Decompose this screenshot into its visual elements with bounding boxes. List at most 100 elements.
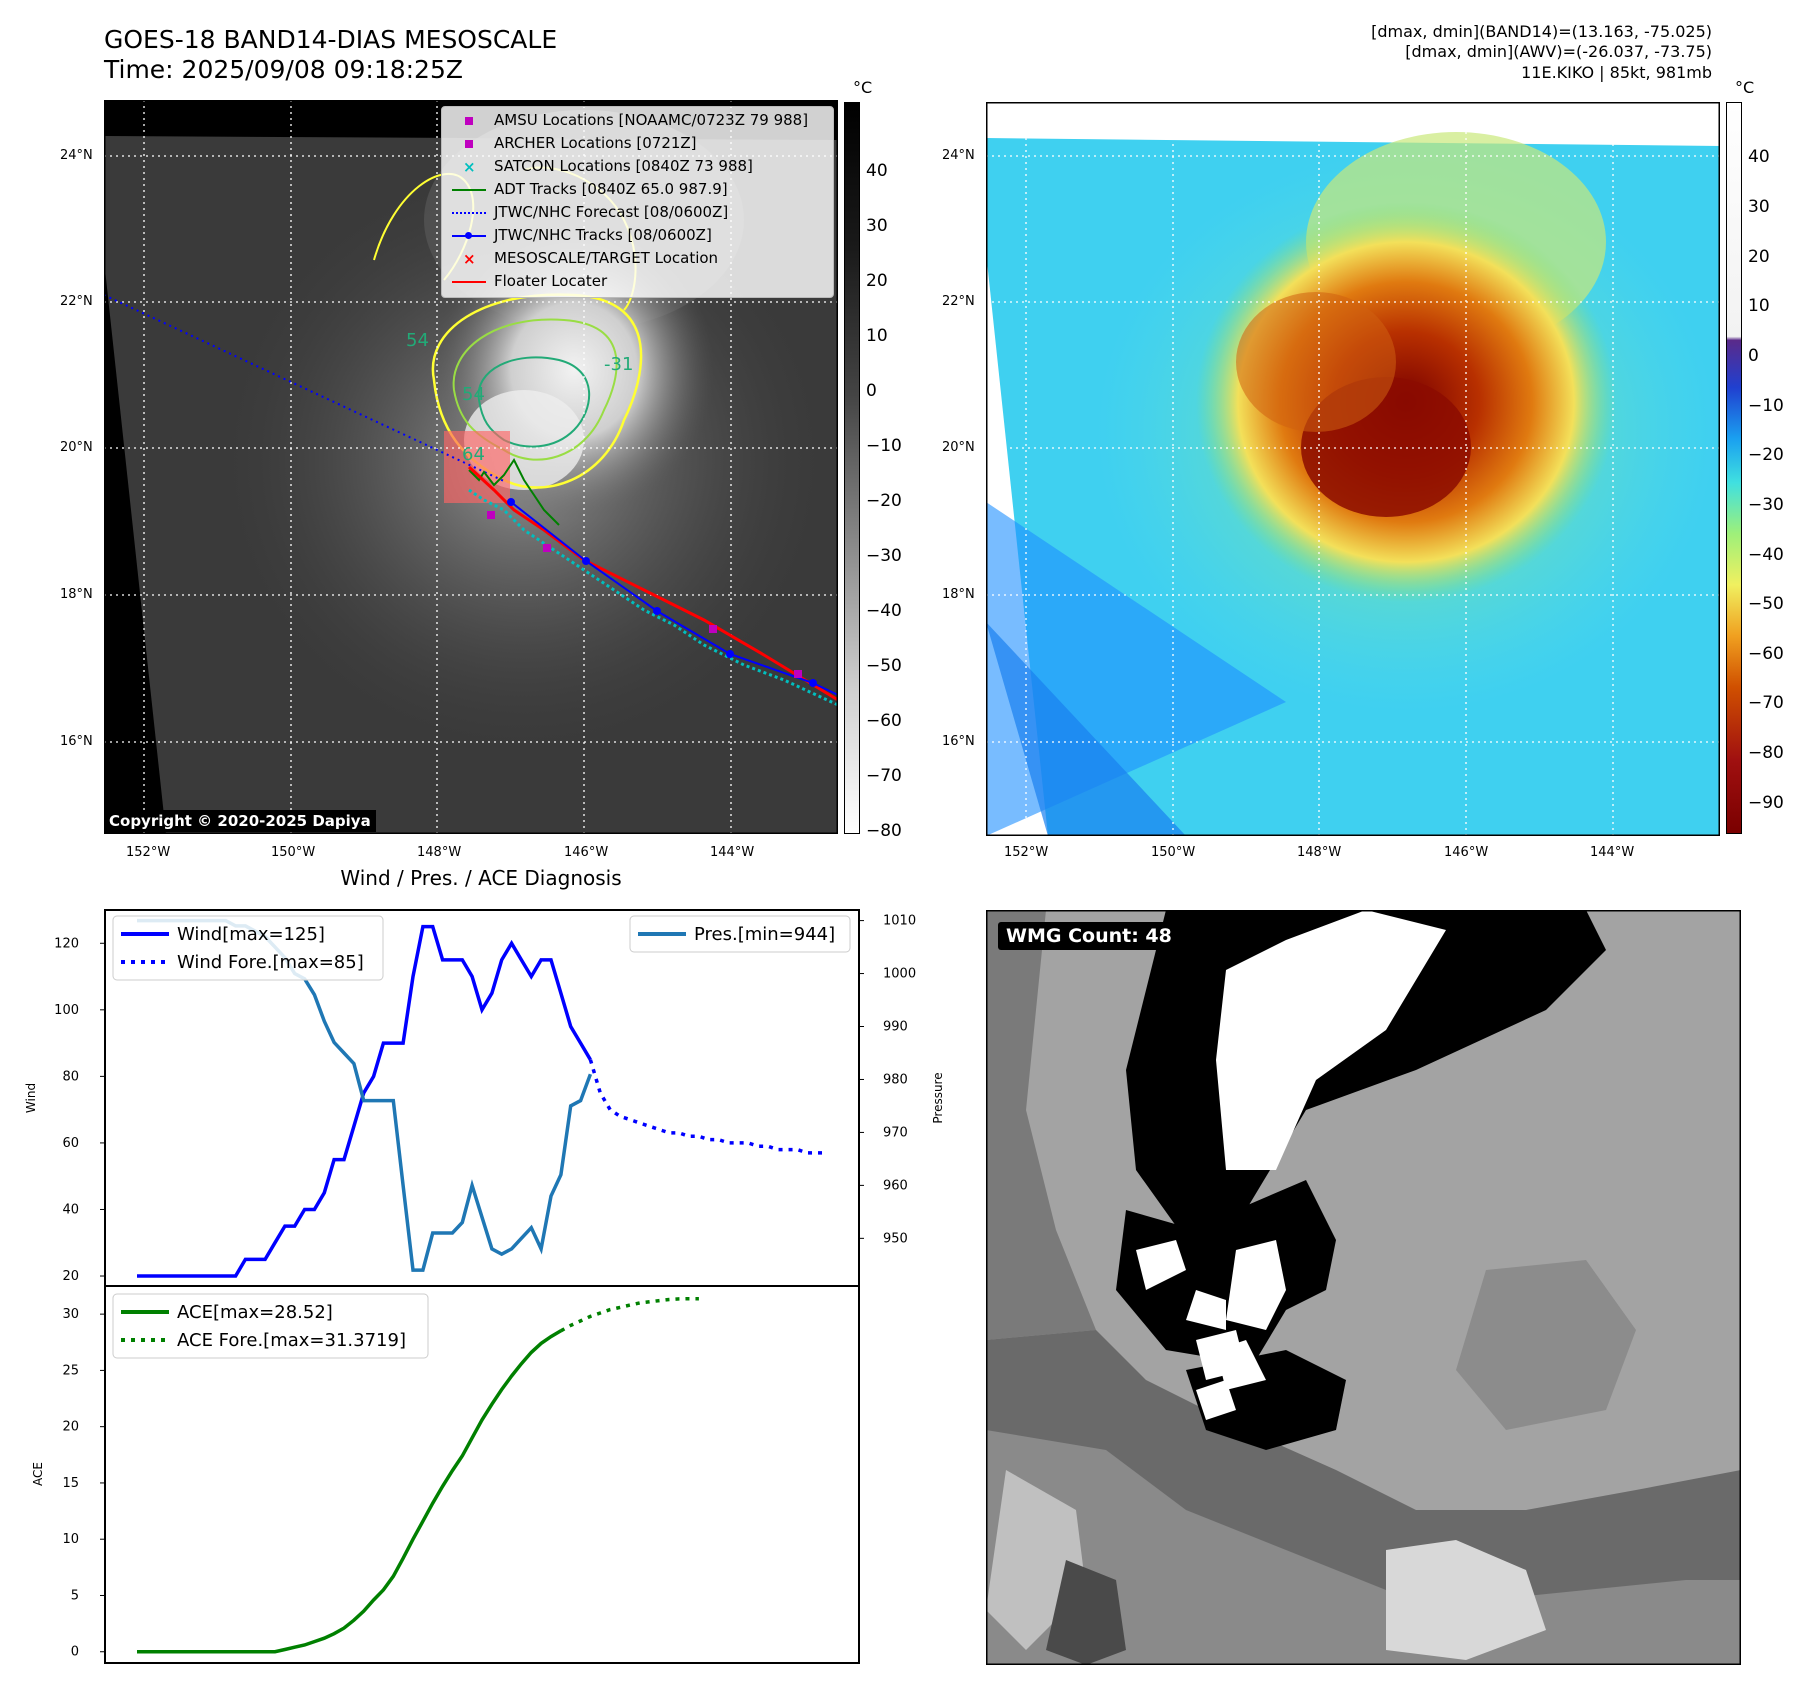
figure-title-line1: GOES-18 BAND14-DIAS MESOSCALE <box>104 25 558 54</box>
color-colorbar-tick-label: −40 <box>1748 544 1784 565</box>
wind-forecast-series-line <box>588 1059 827 1155</box>
dmax-awv-readout: [dmax, dmin](AWV)=(-26.037, -73.75) <box>1405 42 1712 61</box>
gray-colorbar-tick-label: −70 <box>866 765 902 786</box>
awv-lat-label-22: 22°N <box>942 294 975 309</box>
ir-lon-label-144: 144°W <box>710 845 755 860</box>
ace-chart-frame <box>104 1285 860 1664</box>
color-colorbar-tick-label: −70 <box>1748 693 1784 714</box>
gray-colorbar <box>844 102 860 834</box>
ace-tick-label: 25 <box>62 1363 79 1378</box>
gray-colorbar-unit: °C <box>853 78 873 97</box>
dotted-line-icon <box>450 202 488 224</box>
square-marker-icon <box>450 133 488 155</box>
pressure-tick-label: 990 <box>883 1020 908 1035</box>
ir-lon-label-152: 152°W <box>126 845 171 860</box>
adt-track <box>468 458 560 526</box>
awv-map-panel <box>984 100 1722 838</box>
awv-lon-label-152: 152°W <box>1004 845 1049 860</box>
gray-colorbar-tick-label: −30 <box>866 545 902 566</box>
legend-item-adt: ADT Tracks [0840Z 65.0 987.9] <box>450 178 728 200</box>
wmg-count-badge: WMG Count: 48 <box>998 922 1180 950</box>
awv-lat-label-24: 24°N <box>942 148 975 163</box>
gray-colorbar-tick-label: 30 <box>866 216 888 237</box>
color-colorbar-tick-label: −60 <box>1748 643 1784 664</box>
ace-legend-label: ACE[max=28.52] <box>177 1302 333 1323</box>
wmg-image <box>984 908 1743 1667</box>
color-colorbar-tick-label: 10 <box>1748 296 1770 317</box>
gray-colorbar-tick-label: −50 <box>866 655 902 676</box>
x-marker-icon: × <box>463 249 476 268</box>
pressure-legend <box>629 915 851 953</box>
wind-tick-label: 120 <box>54 936 79 951</box>
color-colorbar-unit: °C <box>1735 78 1755 97</box>
wind-legend-label: Wind Fore.[max=85] <box>177 952 364 973</box>
legend-item-archer: ARCHER Locations [0721Z] <box>450 132 697 154</box>
ace-tick-label: 10 <box>62 1532 79 1547</box>
gray-colorbar-tick-label: 20 <box>866 271 888 292</box>
gray-colorbar-tick-label: 0 <box>866 381 877 402</box>
legend-item-satcon: × SATCON Locations [0840Z 73 988] <box>450 155 753 177</box>
map-legend: AMSU Locations [NOAAMC/0723Z 79 988] ARC… <box>441 106 834 298</box>
contour-label-3: 54 <box>462 384 485 405</box>
legend-item-target: × MESOSCALE/TARGET Location <box>450 247 718 269</box>
legend-item-jtwc-tracks: JTWC/NHC Tracks [08/0600Z] <box>450 224 712 246</box>
gray-colorbar-tick-label: −10 <box>866 436 902 457</box>
satcon-track <box>468 488 839 707</box>
gray-colorbar-tick-label: −20 <box>866 491 902 511</box>
gray-colorbar-tick-label: −80 <box>866 820 902 841</box>
wind-tick-label: 40 <box>62 1202 79 1217</box>
x-marker-icon: × <box>463 157 476 176</box>
ace-forecast-series-line <box>560 1296 699 1333</box>
jtwc-forecast-track <box>103 294 507 483</box>
wind-tick-label: 80 <box>62 1069 79 1084</box>
gray-colorbar-tick-label: −40 <box>866 600 902 621</box>
amsu-marker <box>543 544 551 552</box>
ace-axis-label: ACE <box>31 1462 45 1486</box>
pressure-tick-label: 980 <box>883 1072 908 1087</box>
line-marker-icon <box>450 271 488 293</box>
color-colorbar-tick-label: 0 <box>1748 345 1759 366</box>
diagnosis-title: Wind / Pres. / ACE Diagnosis <box>340 866 622 890</box>
wind-axis-label: Wind <box>24 1083 38 1113</box>
wind-tick-label: 20 <box>62 1269 79 1284</box>
gray-colorbar-tick-label: 40 <box>866 161 888 182</box>
contour-label-4: -31 <box>604 354 633 375</box>
pressure-tick-label: 960 <box>883 1178 908 1193</box>
archer-marker <box>487 511 495 519</box>
wind-series-line <box>137 924 592 1278</box>
legend-item-amsu: AMSU Locations [NOAAMC/0723Z 79 988] <box>450 109 808 131</box>
pressure-tick-label: 1010 <box>883 914 916 929</box>
awv-map-image <box>984 100 1722 838</box>
legend-item-floater: Floater Locater <box>450 270 607 292</box>
pressure-axis-label: Pressure <box>931 1072 945 1123</box>
awv-lat-label-18: 18°N <box>942 587 975 602</box>
pressure-tick-label: 950 <box>883 1231 908 1246</box>
contour-label-2: 64 <box>462 444 485 465</box>
gray-colorbar-tick-label: −60 <box>866 710 902 731</box>
ace-tick-label: 20 <box>62 1420 79 1435</box>
awv-lon-label-150: 150°W <box>1151 845 1196 860</box>
color-colorbar-tick-label: 30 <box>1748 197 1770 218</box>
color-colorbar-tick-label: −20 <box>1748 445 1784 466</box>
legend-item-jtwc-forecast: JTWC/NHC Forecast [08/0600Z] <box>450 201 728 223</box>
ir-lon-label-150: 150°W <box>271 845 316 860</box>
color-colorbar-tick-label: −10 <box>1748 395 1784 416</box>
wind-legend-label: Wind[max=125] <box>177 924 325 945</box>
color-colorbar-tick-label: −50 <box>1748 594 1784 615</box>
copyright-label: Copyright © 2020-2025 Dapiya <box>104 810 376 832</box>
pressure-tick-label: 970 <box>883 1125 908 1140</box>
color-colorbar <box>1726 102 1742 834</box>
wind-tick-label: 100 <box>54 1003 79 1018</box>
color-colorbar-tick-label: −90 <box>1748 792 1784 813</box>
awv-lat-label-20: 20°N <box>942 440 975 455</box>
awv-lat-label-16: 16°N <box>942 734 975 749</box>
color-colorbar-tick-label: −30 <box>1748 494 1784 515</box>
ace-tick-label: 0 <box>71 1645 79 1660</box>
color-colorbar-tick-label: −80 <box>1748 743 1784 764</box>
gray-colorbar-tick-label: 10 <box>866 326 888 347</box>
ace-legend-label: ACE Fore.[max=31.3719] <box>177 1330 406 1351</box>
wind-tick-label: 60 <box>62 1136 79 1151</box>
line-marker-icon <box>450 179 488 201</box>
awv-lon-label-146: 146°W <box>1444 845 1489 860</box>
